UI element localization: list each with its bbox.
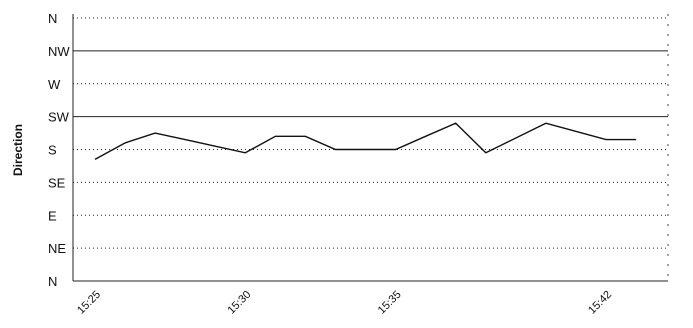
y-tick-label-8: N	[48, 11, 57, 26]
gridlines	[72, 14, 669, 282]
x-tick-label-2: 15:35	[376, 289, 404, 317]
y-tick-label-3: SE	[48, 175, 66, 190]
x-tick-label-0: 15:25	[75, 289, 103, 317]
y-tick-label-7: NW	[48, 44, 70, 59]
y-tick-label-2: E	[48, 208, 57, 223]
y-tick-label-0: N	[48, 274, 57, 289]
x-tick-label-1: 15:30	[225, 289, 253, 317]
series-line-0	[94, 122, 637, 161]
y-tick-label-1: NE	[48, 241, 66, 256]
x-tick-labels: 15:25 15:30 15:35 15:42	[75, 289, 614, 317]
y-tick-label-5: SW	[48, 110, 70, 125]
y-tick-label-4: S	[48, 143, 57, 158]
series-group	[94, 122, 637, 161]
y-tick-labels: N NE E SE S SW W NW N	[48, 11, 70, 289]
x-tick-label-3: 15:42	[586, 289, 614, 317]
y-tick-label-6: W	[48, 77, 61, 92]
y-axis-title: Direction	[11, 124, 25, 176]
